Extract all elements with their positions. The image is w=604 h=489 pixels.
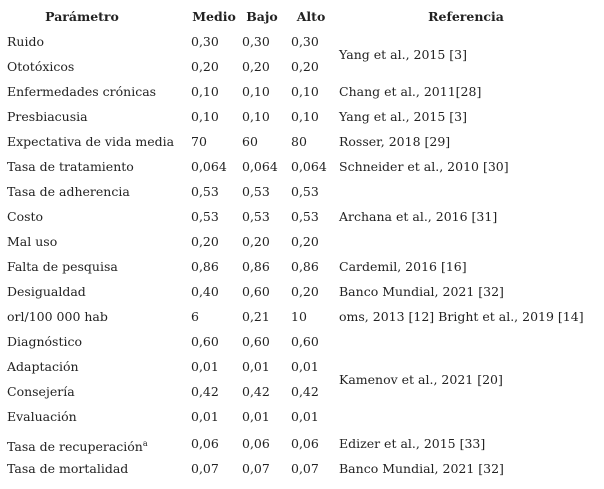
value-cell: 0,53 [291, 209, 319, 224]
parameter-name: Desigualdad [7, 284, 86, 299]
value-cell: 80 [291, 134, 307, 149]
value-cell: 0,01 [291, 359, 319, 374]
header-cell: Referencia [428, 9, 504, 24]
value-cell: 0,07 [291, 461, 319, 476]
parameter-name: Tasa de mortalidad [7, 461, 129, 476]
reference: Banco Mundial, 2021 [32] [339, 461, 504, 476]
reference: Kamenov et al., 2021 [20] [339, 371, 503, 387]
value-cell: 0,60 [191, 334, 219, 349]
value-cell: 0,064 [291, 159, 327, 174]
parameter-name: Tasa de adherencia [7, 184, 130, 199]
header-cell: Alto [296, 9, 326, 24]
value-cell: 0,10 [191, 109, 219, 124]
value-cell: 0,06 [242, 436, 270, 451]
value-cell: 0,064 [242, 159, 278, 174]
reference: Schneider et al., 2010 [30] [339, 159, 509, 174]
value-cell: 0,53 [291, 184, 319, 199]
value-cell: 0,20 [242, 234, 270, 249]
value-cell: 0,21 [242, 309, 270, 324]
value-cell: 0,30 [242, 34, 270, 49]
parameter-name: Mal uso [7, 234, 58, 249]
header-cell: Bajo [246, 9, 278, 24]
value-cell: 0,20 [191, 59, 219, 74]
value-cell: 0,60 [242, 334, 270, 349]
reference: Chang et al., 2011[28] [339, 84, 482, 99]
value-cell: 0,01 [191, 409, 219, 424]
value-cell: 0,10 [242, 84, 270, 99]
reference: Archana et al., 2016 [31] [339, 209, 498, 224]
value-cell: 0,20 [291, 59, 319, 74]
reference: Rosser, 2018 [29] [339, 134, 451, 149]
value-cell: 0,10 [191, 84, 219, 99]
parameter-name: Expectativa de vida media [7, 134, 175, 149]
parameter-name: Presbiacusia [7, 109, 88, 124]
header-cell: Parámetro [45, 9, 119, 24]
value-cell: 0,064 [191, 159, 227, 174]
reference: oms, 2013 [12] Bright et al., 2019 [14] [339, 309, 584, 324]
parameter-name: Evaluación [7, 409, 77, 424]
parameter-name: orl/100 000 hab [7, 309, 108, 324]
value-cell: 0,01 [242, 359, 270, 374]
reference: Yang et al., 2015 [3] [339, 46, 468, 62]
parameter-name: Tasa de tratamiento [7, 159, 134, 174]
parameter-name: Tasa de recuperacióna [7, 439, 148, 455]
header-cell: Medio [192, 9, 236, 24]
value-cell: 0,01 [242, 409, 270, 424]
value-cell: 0,42 [191, 384, 219, 399]
value-cell: 0,07 [191, 461, 219, 476]
parameter-name: Ototóxicos [7, 59, 75, 74]
parameter-name: Consejería [7, 384, 75, 399]
value-cell: 0,30 [191, 34, 219, 49]
value-cell: 0,42 [242, 384, 270, 399]
value-cell: 0,10 [291, 84, 319, 99]
value-cell: 0,60 [291, 334, 319, 349]
value-cell: 0,53 [242, 184, 270, 199]
parameter-name: Diagnóstico [7, 334, 83, 349]
value-cell: 0,86 [291, 259, 319, 274]
value-cell: 10 [291, 309, 307, 324]
value-cell: 0,53 [191, 184, 219, 199]
parameter-name: Enfermedades crónicas [7, 84, 157, 99]
value-cell: 0,30 [291, 34, 319, 49]
value-cell: 0,60 [242, 284, 270, 299]
value-cell: 0,01 [291, 409, 319, 424]
value-cell: 0,20 [242, 59, 270, 74]
parameter-name: Falta de pesquisa [7, 259, 118, 274]
value-cell: 0,42 [291, 384, 319, 399]
reference: Banco Mundial, 2021 [32] [339, 284, 504, 299]
value-cell: 0,10 [242, 109, 270, 124]
value-cell: 0,10 [291, 109, 319, 124]
value-cell: 70 [191, 134, 207, 149]
value-cell: 0,86 [191, 259, 219, 274]
value-cell: 0,06 [191, 436, 219, 451]
value-cell: 0,01 [191, 359, 219, 374]
parameter-name: Ruido [7, 34, 44, 49]
reference: Cardemil, 2016 [16] [339, 259, 467, 274]
value-cell: 0,53 [191, 209, 219, 224]
value-cell: 0,53 [242, 209, 270, 224]
value-cell: 0,06 [291, 436, 319, 451]
value-cell: 0,86 [242, 259, 270, 274]
value-cell: 0,20 [291, 234, 319, 249]
parameter-name: Costo [7, 209, 44, 224]
value-cell: 60 [242, 134, 258, 149]
parameter-name: Adaptación [7, 359, 79, 374]
reference: Edizer et al., 2015 [33] [339, 436, 486, 451]
footnote-mark: a [142, 439, 148, 448]
value-cell: 0,07 [242, 461, 270, 476]
reference: Yang et al., 2015 [3] [339, 109, 468, 124]
value-cell: 0,20 [191, 234, 219, 249]
value-cell: 0,20 [291, 284, 319, 299]
value-cell: 0,40 [191, 284, 219, 299]
value-cell: 6 [191, 309, 199, 324]
